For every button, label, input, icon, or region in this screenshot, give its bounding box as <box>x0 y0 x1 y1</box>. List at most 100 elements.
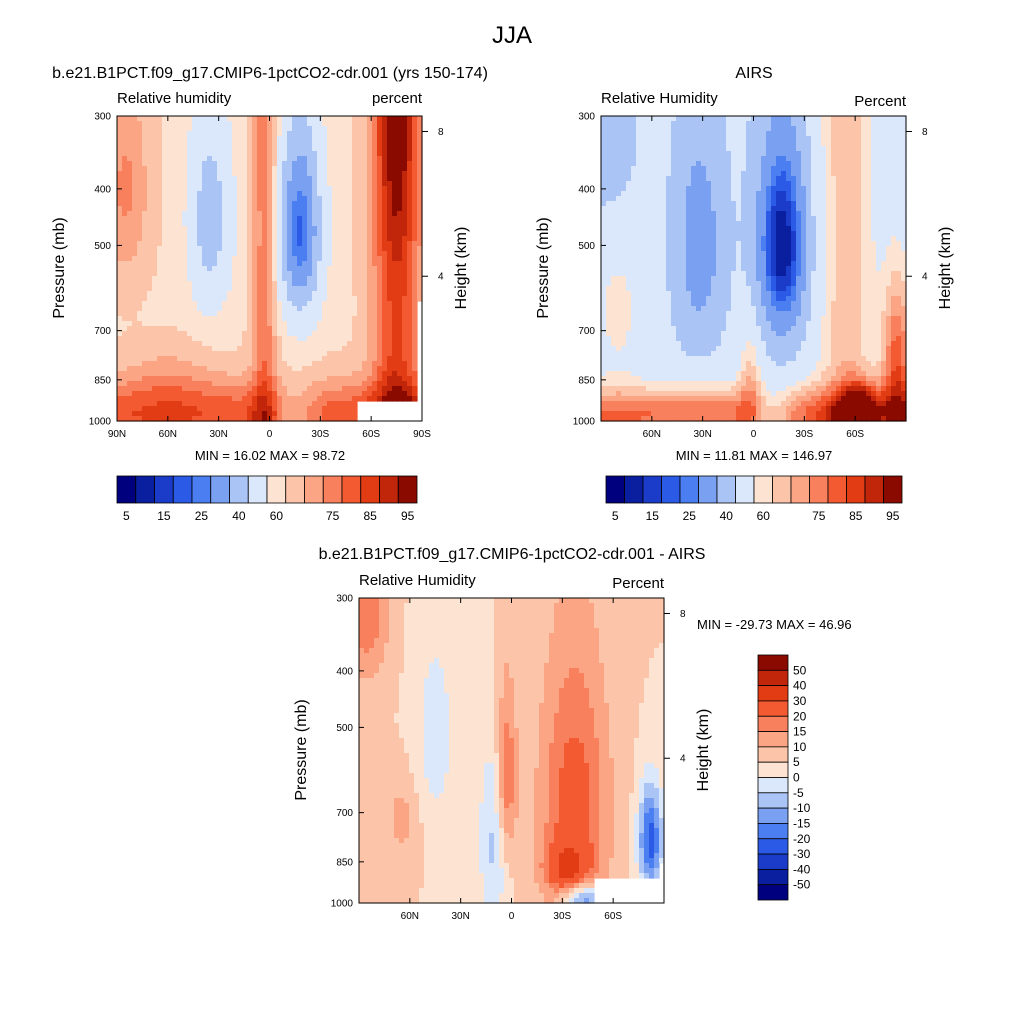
contour-cell <box>287 406 293 412</box>
contour-cell <box>292 281 298 287</box>
contour-cell <box>307 161 313 167</box>
contour-cell <box>202 366 208 372</box>
contour-cell <box>117 201 123 207</box>
contour-cell <box>197 301 203 307</box>
contour-cell <box>157 296 163 302</box>
contour-cell <box>711 196 717 202</box>
contour-cell <box>242 301 248 307</box>
contour-cell <box>886 136 892 142</box>
contour-cell <box>322 121 328 127</box>
contour-cell <box>332 226 338 232</box>
contour-cell <box>826 116 832 122</box>
contour-cell <box>202 286 208 292</box>
contour-cell <box>347 136 353 142</box>
contour-cell <box>207 326 213 332</box>
contour-cell <box>861 136 867 142</box>
contour-cell <box>826 171 832 177</box>
contour-cell <box>197 186 203 192</box>
contour-cell <box>262 126 268 132</box>
contour-cell <box>137 291 143 297</box>
contour-cell <box>821 161 827 167</box>
contour-cell <box>377 291 383 297</box>
contour-cell <box>317 176 323 182</box>
contour-cell <box>711 201 717 207</box>
contour-cell <box>896 136 902 142</box>
contour-cell <box>676 131 682 137</box>
contour-cell <box>332 121 338 127</box>
contour-cell <box>252 291 258 297</box>
contour-cell <box>192 371 198 377</box>
contour-cell <box>187 391 193 397</box>
contour-cell <box>791 186 797 192</box>
contour-cell <box>172 251 178 257</box>
contour-cell <box>187 341 193 347</box>
contour-cell <box>766 116 772 122</box>
contour-cell <box>601 141 607 147</box>
contour-cell <box>152 416 158 422</box>
contour-cell <box>172 181 178 187</box>
contour-cell <box>367 211 373 217</box>
contour-cell <box>342 241 348 247</box>
contour-cell <box>342 201 348 207</box>
contour-cell <box>227 186 233 192</box>
contour-cell <box>217 161 223 167</box>
contour-cell <box>307 181 313 187</box>
contour-cell <box>142 416 148 422</box>
contour-cell <box>641 206 647 212</box>
contour-cell <box>302 221 308 227</box>
contour-cell <box>726 121 732 127</box>
contour-cell <box>651 146 657 152</box>
contour-cell <box>746 211 752 217</box>
contour-cell <box>177 301 183 307</box>
contour-cell <box>806 136 812 142</box>
contour-cell <box>147 271 153 277</box>
contour-cell <box>202 266 208 272</box>
contour-cell <box>721 136 727 142</box>
contour-cell <box>207 156 213 162</box>
contour-cell <box>117 326 123 332</box>
contour-cell <box>317 381 323 387</box>
contour-cell <box>322 381 328 387</box>
contour-cell <box>132 236 138 242</box>
contour-cell <box>771 141 777 147</box>
contour-cell <box>322 131 328 137</box>
contour-cell <box>866 176 872 182</box>
contour-cell <box>157 176 163 182</box>
contour-cell <box>237 266 243 272</box>
contour-cell <box>172 401 178 407</box>
contour-cell <box>242 296 248 302</box>
contour-cell <box>676 191 682 197</box>
contour-cell <box>312 401 318 407</box>
contour-cell <box>177 126 183 132</box>
contour-cell <box>377 251 383 257</box>
contour-cell <box>117 416 123 422</box>
contour-cell <box>227 176 233 182</box>
contour-cell <box>337 211 343 217</box>
contour-cell <box>182 206 188 212</box>
contour-cell <box>347 126 353 132</box>
contour-cell <box>247 131 253 137</box>
contour-cell <box>232 266 238 272</box>
contour-cell <box>122 356 128 362</box>
contour-cell <box>132 181 138 187</box>
contour-cell <box>791 216 797 222</box>
contour-cell <box>172 376 178 382</box>
contour-cell <box>177 376 183 382</box>
contour-cell <box>167 126 173 132</box>
contour-cell <box>237 326 243 332</box>
contour-cell <box>272 176 278 182</box>
contour-cell <box>781 171 787 177</box>
contour-cell <box>287 316 293 322</box>
contour-cell <box>751 156 757 162</box>
contour-cell <box>322 231 328 237</box>
contour-cell <box>816 141 822 147</box>
contour-cell <box>222 306 228 312</box>
contour-cell <box>866 171 872 177</box>
contour-cell <box>247 356 253 362</box>
colorbar-box <box>210 475 230 504</box>
contour-cell <box>322 331 328 337</box>
contour-cell <box>252 416 258 422</box>
contour-cell <box>342 211 348 217</box>
contour-cell <box>207 221 213 227</box>
contour-cell <box>217 256 223 262</box>
